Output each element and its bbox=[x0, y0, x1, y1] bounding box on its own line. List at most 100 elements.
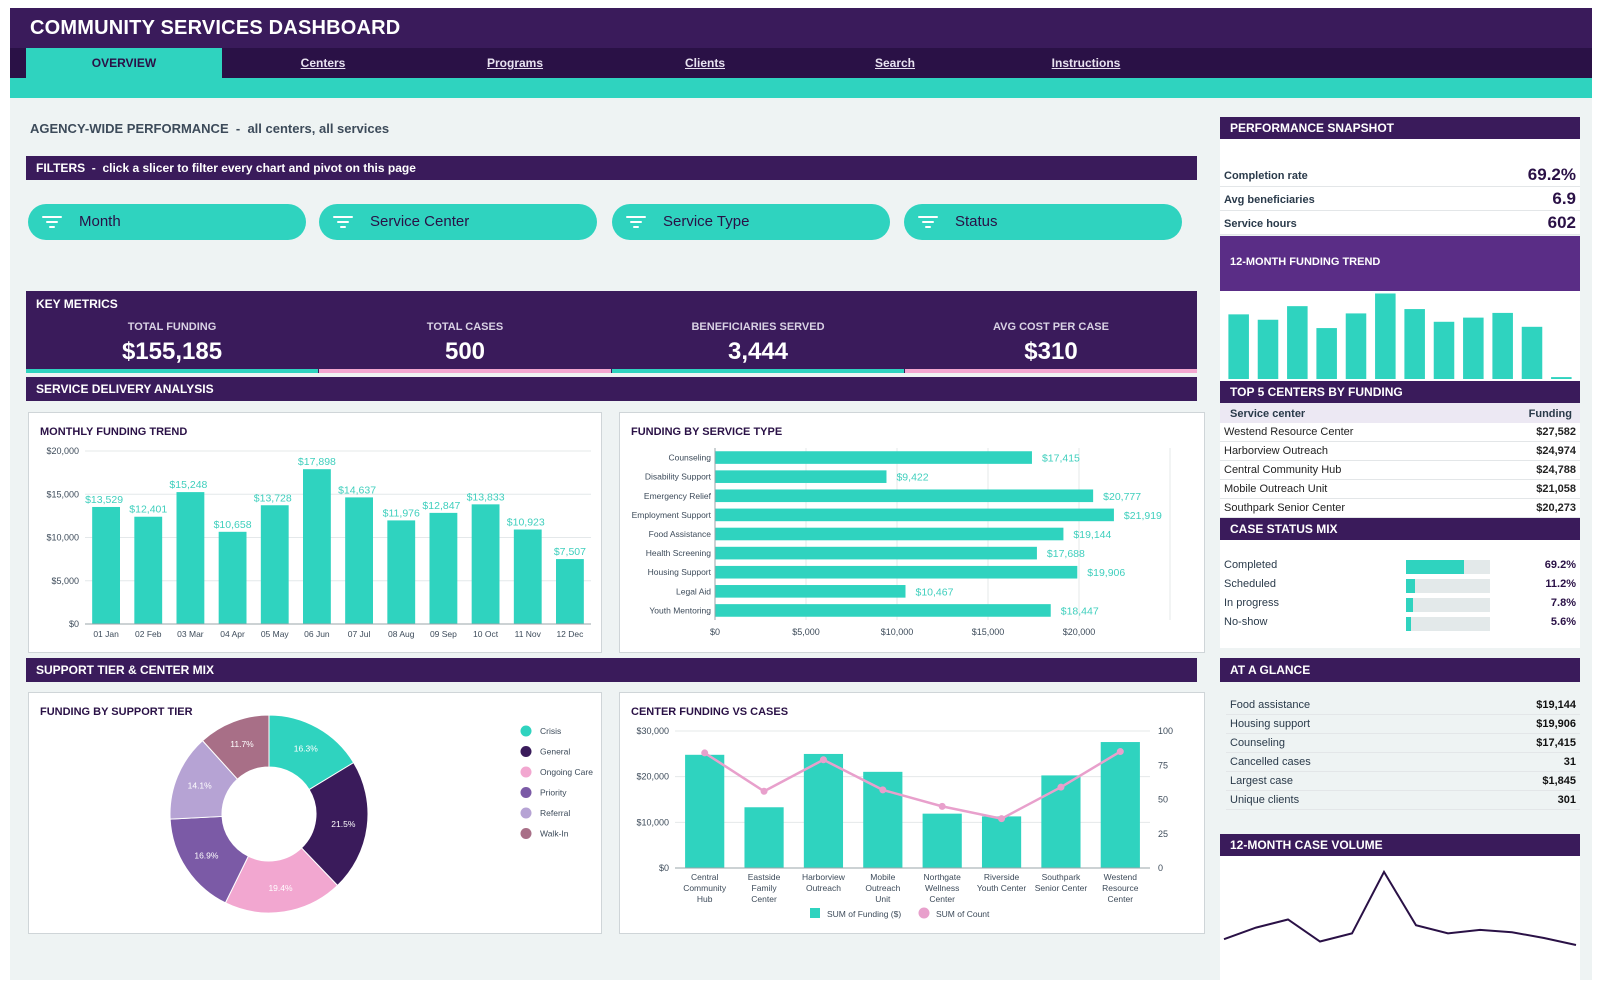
funding-trend-card bbox=[1220, 291, 1580, 381]
snapshot-value: 69.2% bbox=[1527, 165, 1576, 184]
status-value: 11.2% bbox=[1545, 578, 1576, 590]
glance-row: Counseling $17,415 bbox=[1226, 734, 1580, 753]
table-row: Central Community Hub $24,788 bbox=[1220, 461, 1580, 480]
x-tick-label: Central bbox=[691, 872, 719, 882]
x-tick-label: Center bbox=[929, 894, 955, 904]
chart-title: CENTER FUNDING VS CASES bbox=[631, 706, 789, 718]
legend-swatch bbox=[918, 907, 930, 919]
legend-label: Priority bbox=[540, 788, 567, 798]
spark-bar bbox=[1257, 319, 1279, 379]
slicer-service-type[interactable]: Service Type bbox=[612, 204, 890, 240]
spark-bar bbox=[1521, 326, 1543, 379]
data-label: $13,728 bbox=[254, 492, 292, 504]
slicer-label: Status bbox=[955, 213, 998, 230]
glance-value: $17,415 bbox=[1536, 737, 1576, 749]
y-tick-label: Food Assistance bbox=[649, 529, 712, 539]
page-heading-main: AGENCY-WIDE PERFORMANCE bbox=[30, 121, 229, 136]
legend-label: General bbox=[540, 747, 570, 757]
filters-bar: FILTERS - click a slicer to filter every… bbox=[26, 156, 1197, 180]
slicer-status[interactable]: Status bbox=[904, 204, 1182, 240]
bar bbox=[471, 504, 500, 624]
data-label: $10,658 bbox=[214, 519, 252, 531]
center-funding-chart: $0 $10,000 $20,000 $30,000 0 25 50 75 100 Central… bbox=[636, 726, 1173, 919]
spark-bar bbox=[1551, 377, 1572, 379]
bar bbox=[744, 807, 784, 868]
y-left-tick-label: $20,000 bbox=[636, 772, 669, 782]
bar bbox=[134, 516, 163, 624]
y-tick-label: $15,000 bbox=[46, 489, 79, 499]
slicer-month[interactable]: Month bbox=[28, 204, 306, 240]
slice-label: 14.1% bbox=[188, 780, 213, 790]
bar bbox=[715, 565, 1078, 579]
y-left-tick-label: $10,000 bbox=[636, 817, 669, 827]
x-tick-label: Center bbox=[1108, 894, 1134, 904]
bar bbox=[260, 505, 289, 624]
x-tick-label: 05 May bbox=[261, 629, 290, 639]
center-name: Mobile Outreach Unit bbox=[1224, 483, 1328, 495]
metric-accent-line bbox=[905, 369, 1197, 373]
nav-bar bbox=[10, 48, 1592, 78]
snapshot-label: Completion rate bbox=[1224, 170, 1308, 182]
metric-accent-line bbox=[612, 369, 904, 373]
line-point bbox=[819, 756, 827, 764]
y-tick-label: Youth Mentoring bbox=[649, 605, 711, 615]
metric-label: BENEFICIARIES SERVED bbox=[691, 321, 825, 333]
tab-search[interactable]: Search bbox=[874, 56, 916, 70]
col-header: Funding bbox=[1528, 408, 1572, 420]
x-tick-label: Outreach bbox=[865, 883, 900, 893]
legend-swatch bbox=[520, 828, 532, 839]
slice-label: 21.5% bbox=[331, 819, 356, 829]
data-label: $7,507 bbox=[554, 546, 586, 558]
x-tick-label: Mobile bbox=[870, 872, 895, 882]
snapshot-value: 602 bbox=[1547, 213, 1576, 232]
x-tick-label: 01 Jan bbox=[93, 629, 119, 639]
glance-value: 301 bbox=[1557, 794, 1576, 806]
glance-value: $19,906 bbox=[1536, 718, 1576, 730]
center-name: Westend Resource Center bbox=[1224, 426, 1354, 438]
x-tick-label: 12 Dec bbox=[556, 629, 584, 639]
filter-icon bbox=[333, 216, 353, 228]
tab-clients[interactable]: Clients bbox=[684, 56, 725, 70]
x-tick-label: 09 Sep bbox=[430, 629, 457, 639]
data-label: $17,415 bbox=[1042, 453, 1080, 465]
y-right-tick-label: 100 bbox=[1158, 726, 1173, 736]
x-tick-label: Senior Center bbox=[1035, 883, 1088, 893]
line-point bbox=[998, 815, 1006, 823]
x-tick-label: Westend bbox=[1104, 872, 1138, 882]
y-right-tick-label: 50 bbox=[1158, 795, 1168, 805]
x-tick-label: Resource bbox=[1102, 883, 1139, 893]
status-fill bbox=[1406, 579, 1416, 593]
at-a-glance-title: AT A GLANCE bbox=[1220, 658, 1580, 682]
tab-overview[interactable]: OVERVIEW bbox=[26, 48, 222, 78]
bar bbox=[92, 506, 120, 624]
y-right-tick-label: 25 bbox=[1158, 829, 1168, 839]
x-tick-label: $0 bbox=[710, 627, 720, 637]
filter-icon bbox=[42, 216, 62, 228]
x-tick-label: Center bbox=[751, 894, 777, 904]
x-tick-label: 04 Apr bbox=[220, 629, 245, 639]
y-right-tick-label: 75 bbox=[1158, 760, 1168, 770]
tab-instructions[interactable]: Instructions bbox=[1051, 56, 1121, 70]
x-tick-label: Family bbox=[752, 883, 778, 893]
bar bbox=[513, 529, 542, 624]
filters-title: FILTERS bbox=[36, 161, 86, 175]
case-volume-sparkline bbox=[1223, 869, 1577, 946]
key-metrics-panel: KEY METRICS TOTAL FUNDING $155,185 TOTAL… bbox=[26, 291, 1197, 373]
bar bbox=[715, 604, 1051, 617]
tab-programs[interactable]: Programs bbox=[486, 56, 544, 70]
spark-bar bbox=[1228, 314, 1249, 379]
x-tick-label: 02 Feb bbox=[135, 629, 162, 639]
data-label: $12,401 bbox=[129, 504, 167, 516]
y-tick-label: Disability Support bbox=[645, 472, 712, 482]
x-tick-label: Youth Center bbox=[977, 883, 1026, 893]
metric-value: 500 bbox=[444, 338, 486, 365]
bar bbox=[303, 469, 331, 624]
glance-label: Largest case bbox=[1230, 775, 1293, 787]
tab-centers[interactable]: Centers bbox=[300, 56, 346, 70]
slicer-service-center[interactable]: Service Center bbox=[319, 204, 597, 240]
legend-swatch bbox=[520, 725, 532, 737]
status-value: 69.2% bbox=[1544, 559, 1576, 571]
data-label: $10,467 bbox=[915, 586, 953, 598]
dashboard-title: COMMUNITY SERVICES DASHBOARD bbox=[30, 17, 401, 39]
title-bar: COMMUNITY SERVICES DASHBOARD bbox=[10, 8, 1592, 48]
